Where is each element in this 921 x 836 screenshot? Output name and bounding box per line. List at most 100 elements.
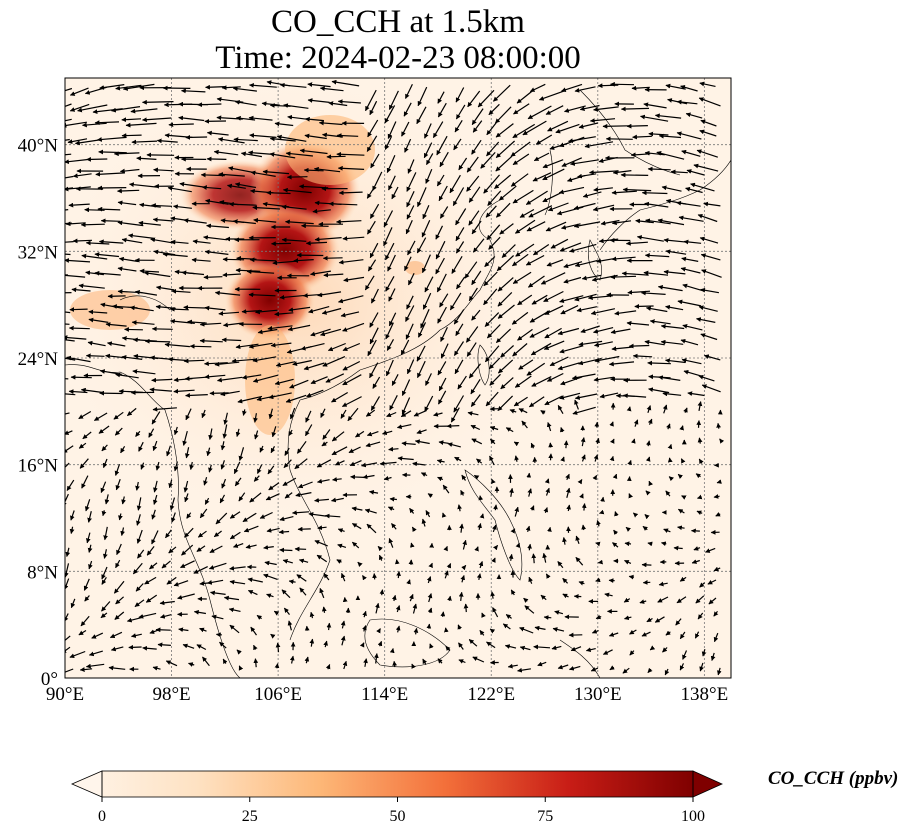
wind-arrow <box>423 142 433 159</box>
wind-arrow <box>439 293 449 308</box>
wind-arrow <box>362 575 367 581</box>
wind-arrow <box>304 116 324 122</box>
wind-arrow <box>715 511 721 517</box>
wind-arrow <box>204 497 210 505</box>
wind-arrow <box>528 275 545 288</box>
latitude-tick-labels: 0° 8°N 16°N 24°N 32°N 40°N <box>18 136 59 690</box>
wind-arrow <box>185 134 208 140</box>
wind-arrow <box>404 83 413 99</box>
wind-arrow <box>400 410 412 418</box>
wind-arrow <box>427 593 433 603</box>
wind-arrow <box>103 526 108 541</box>
wind-arrow <box>643 102 667 109</box>
wind-arrow <box>455 241 465 254</box>
wind-arrow <box>459 523 464 533</box>
wind-arrow <box>581 524 587 531</box>
wind-arrow <box>101 601 111 612</box>
wind-arrow <box>548 453 554 461</box>
wind-arrow <box>234 477 242 487</box>
wind-arrow <box>500 345 515 358</box>
lon-tick-label: 98°E <box>152 684 190 705</box>
wind-arrow <box>130 108 158 114</box>
wind-arrow <box>389 648 395 654</box>
wind-arrow <box>661 185 682 192</box>
wind-arrow <box>425 168 433 184</box>
wind-arrow <box>699 81 716 87</box>
wind-arrow <box>104 494 110 505</box>
wind-arrow <box>279 82 307 88</box>
wind-arrow <box>326 154 346 160</box>
wind-arrow <box>681 358 702 365</box>
wind-arrow <box>641 562 652 568</box>
wind-arrow <box>206 130 229 136</box>
wind-arrow <box>365 409 376 417</box>
wind-arrow <box>122 83 155 91</box>
wind-arrow <box>321 441 328 447</box>
wind-arrow <box>336 559 342 564</box>
wind-arrow <box>658 133 682 139</box>
wind-arrow <box>369 203 380 219</box>
wind-arrow <box>518 359 534 370</box>
wind-arrow <box>323 573 330 581</box>
wind-arrow <box>401 379 411 396</box>
wind-arrow <box>173 388 195 394</box>
wind-arrow <box>65 175 74 179</box>
wind-arrow <box>101 576 107 585</box>
wind-arrow <box>169 306 189 312</box>
wind-arrow <box>343 276 365 283</box>
wind-arrow <box>683 239 702 245</box>
wind-arrow <box>677 525 685 531</box>
map-panel <box>65 78 731 678</box>
wind-arrow <box>82 122 107 128</box>
wind-arrow <box>219 494 226 504</box>
wind-arrow <box>595 437 600 444</box>
wind-arrow <box>185 408 192 421</box>
wind-arrow <box>543 507 549 513</box>
colorbar-extend-min <box>70 770 103 798</box>
wind-arrow <box>696 149 718 158</box>
wind-arrow <box>611 256 636 262</box>
wind-arrow <box>685 186 703 194</box>
wind-arrow <box>406 172 417 192</box>
wind-arrow <box>437 361 447 376</box>
wind-arrow <box>527 488 533 497</box>
wind-arrow <box>65 118 72 122</box>
wind-arrow <box>303 167 324 173</box>
wind-arrow <box>529 396 545 408</box>
wind-arrow <box>496 255 515 272</box>
wind-arrow <box>384 136 393 150</box>
wind-arrow <box>235 428 241 437</box>
wind-arrow <box>312 208 331 214</box>
wind-arrow <box>632 512 639 518</box>
wind-arrow <box>107 293 126 299</box>
wind-arrow <box>649 319 671 325</box>
wind-arrow <box>676 131 702 140</box>
wind-arrow <box>628 493 633 499</box>
wind-arrow <box>314 497 329 503</box>
wind-arrow <box>450 407 460 423</box>
wind-arrow <box>690 182 715 192</box>
wind-arrow <box>364 508 377 514</box>
wind-arrow <box>543 290 564 303</box>
wind-arrow <box>314 236 342 242</box>
wind-arrow <box>517 328 533 341</box>
wind-arrow <box>183 358 205 364</box>
wind-arrow <box>597 559 603 565</box>
wind-arrow <box>648 480 654 487</box>
wind-arrow <box>221 337 242 343</box>
wind-arrow <box>266 527 280 533</box>
wind-arrow <box>559 427 565 433</box>
wind-arrow <box>355 430 365 438</box>
wind-arrow <box>700 119 717 127</box>
wind-arrow <box>484 345 500 363</box>
wind-arrow <box>610 274 637 280</box>
wind-arrow <box>320 408 326 418</box>
wind-arrow <box>362 474 375 480</box>
wind-arrow <box>170 239 189 245</box>
wind-arrow <box>610 81 635 87</box>
wind-arrow <box>131 320 155 325</box>
wind-arrow <box>121 117 142 123</box>
wind-arrow <box>274 311 294 317</box>
wind-arrow <box>331 431 345 442</box>
wind-arrow <box>94 270 121 276</box>
